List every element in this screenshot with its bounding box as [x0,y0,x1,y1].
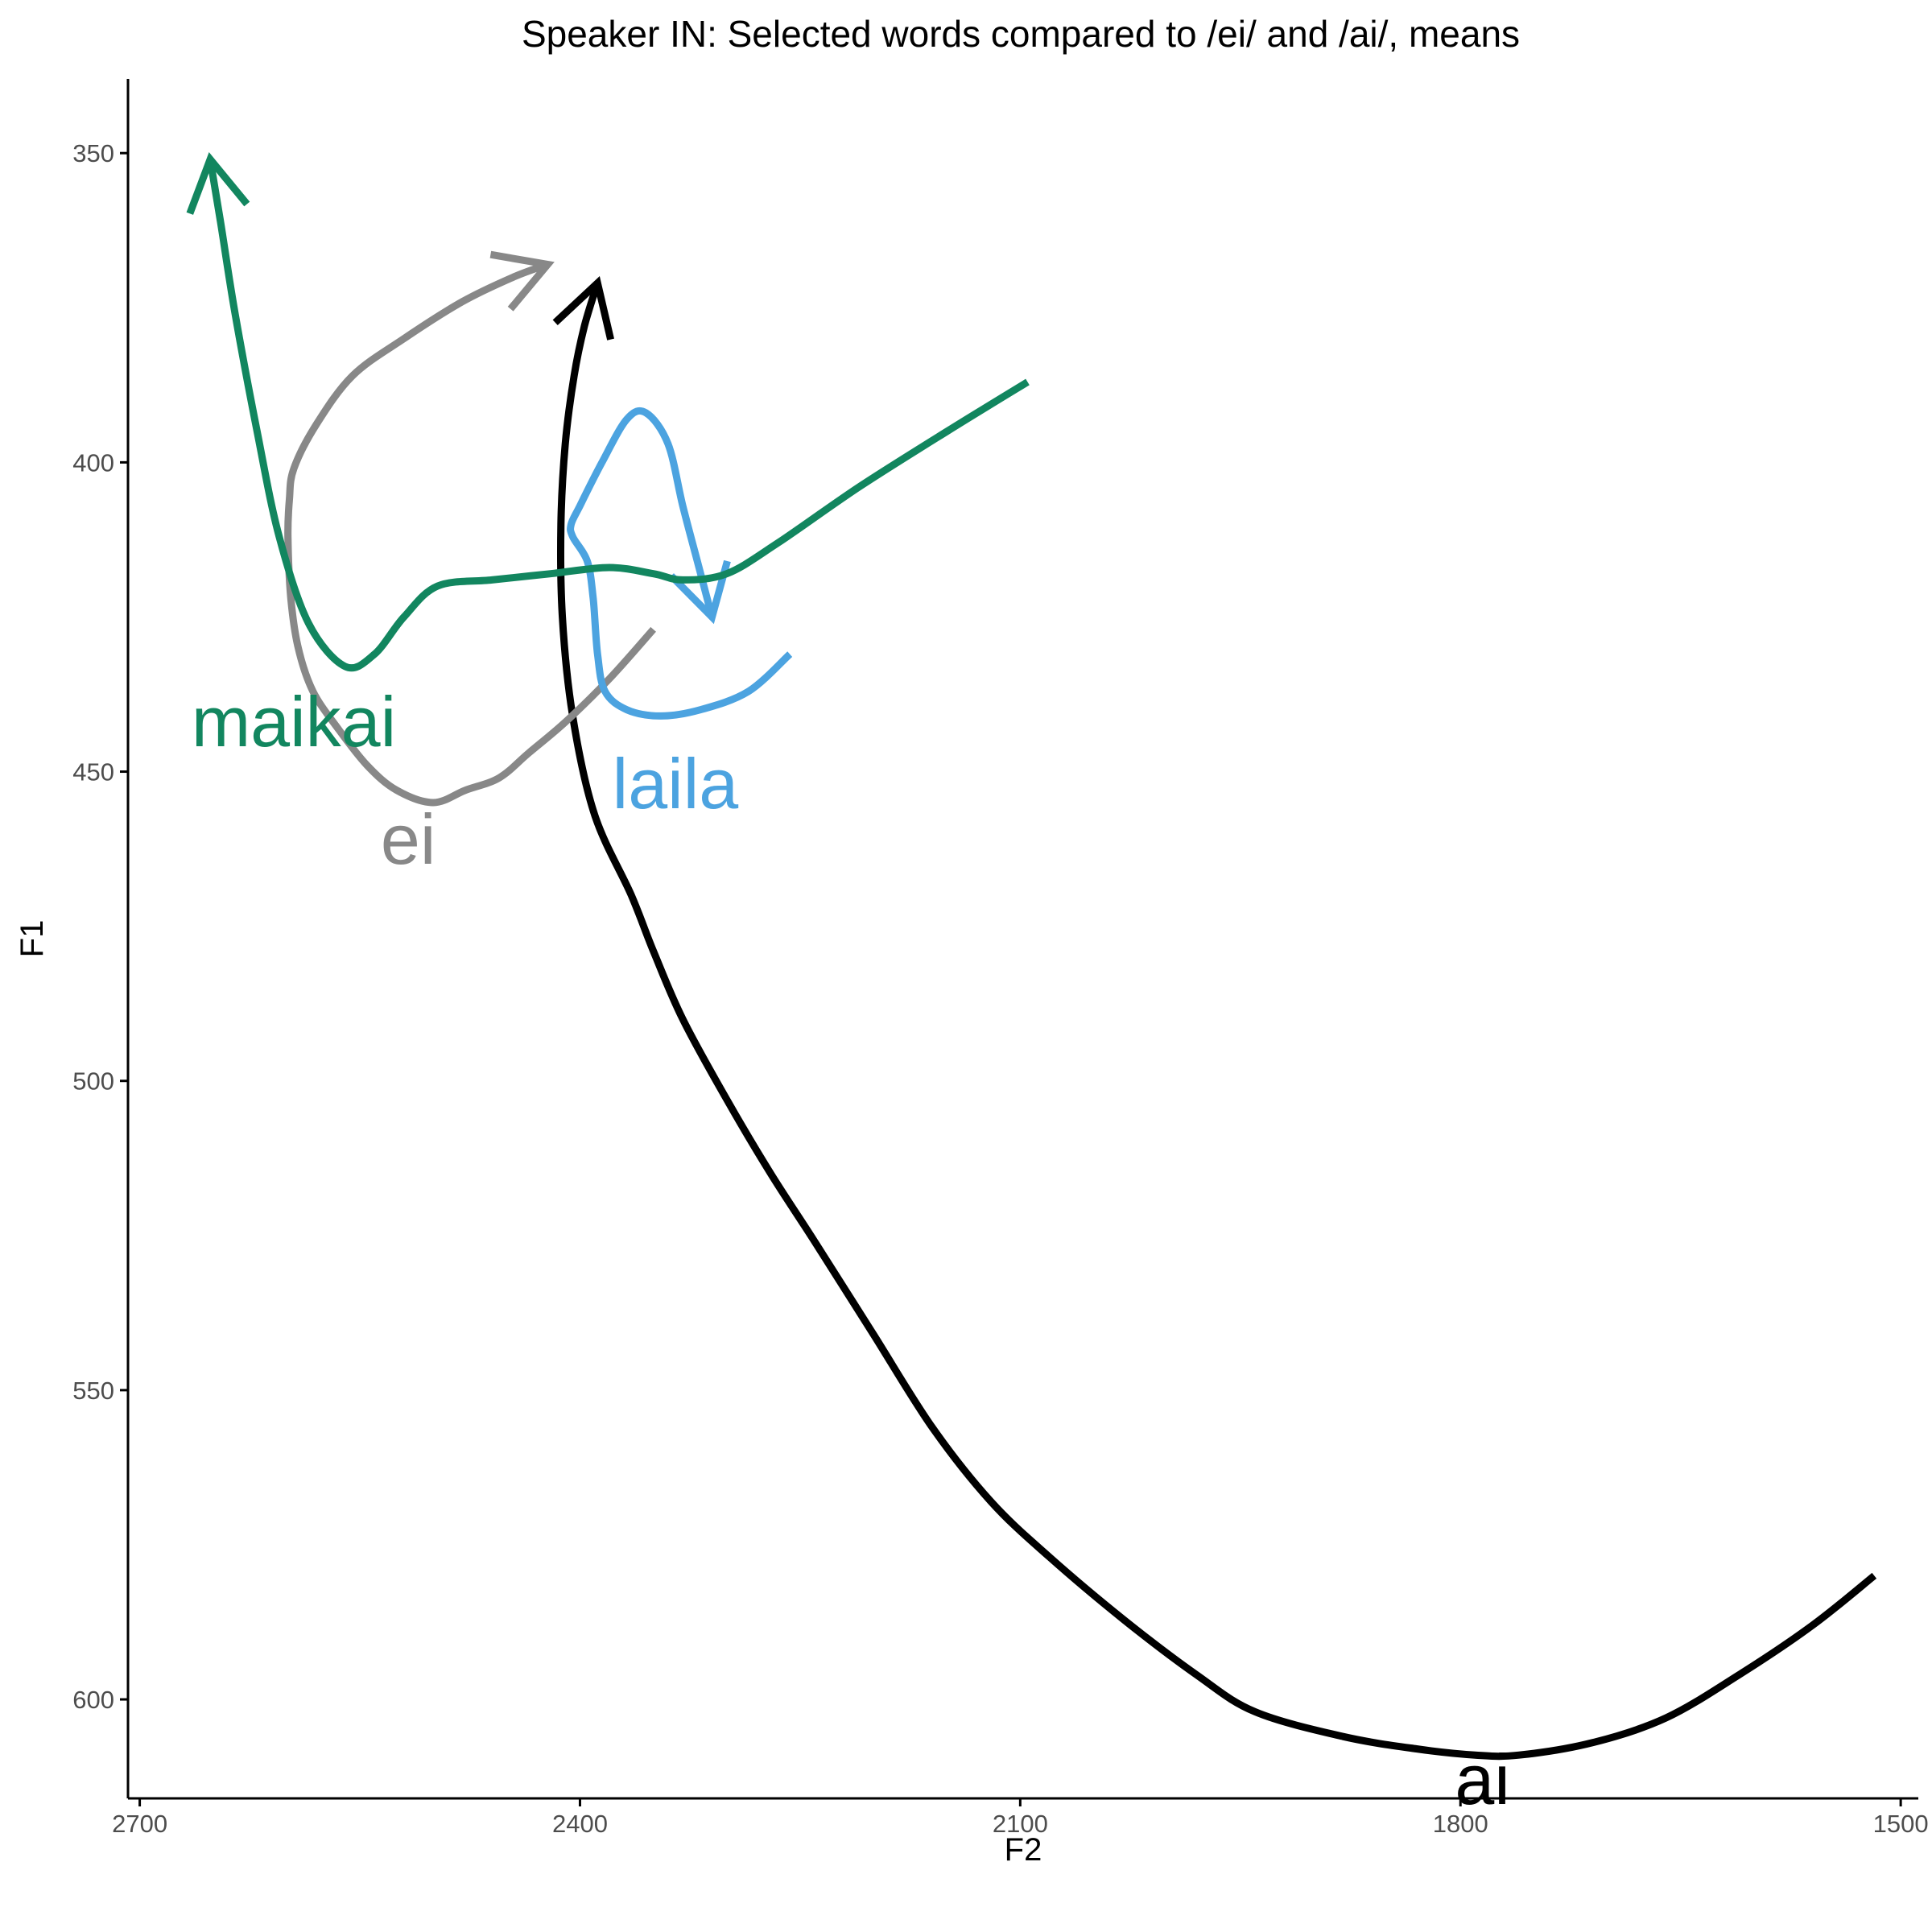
plot-area: ai ei laila maikai [186,152,1877,1819]
y-tick-label: 500 [72,1067,114,1096]
y-axis-ticks: 350 400 450 500 550 600 [72,139,128,1714]
x-tick-label: 2400 [552,1810,608,1838]
series-label-laila: laila [613,744,739,824]
y-tick-label: 600 [72,1686,114,1714]
x-tick-label: 2700 [112,1810,167,1838]
series-arrowhead-laila [668,559,731,625]
x-tick-label: 1500 [1873,1810,1929,1838]
chart-title: Speaker IN: Selected words compared to /… [522,13,1520,55]
series-arrowhead-ei [489,250,555,312]
x-tick-label: 2100 [993,1810,1048,1838]
series-line-ei [284,261,656,807]
label-layer: ai ei laila maikai [192,682,1510,1819]
x-tick-label: 1800 [1433,1810,1488,1838]
x-axis-title: F2 [1005,1832,1042,1868]
series-line-maikai [206,159,1030,672]
y-tick-label: 450 [72,758,114,786]
series-line-laila [567,407,793,720]
x-axis-ticks: 2700 2400 2100 1800 1500 [112,1798,1929,1838]
y-tick-label: 550 [72,1377,114,1405]
series-arrowhead-maikai [186,152,250,215]
series-arrowhead-ai [552,275,614,341]
series-label-maikai: maikai [192,682,396,762]
series-label-ai: ai [1455,1740,1510,1819]
y-tick-label: 350 [72,139,114,167]
series-line-ai [556,282,1877,1761]
y-axis-title: F1 [14,920,50,958]
series-label-ei: ei [381,799,436,879]
series-layer [186,152,1877,1761]
y-tick-label: 400 [72,448,114,477]
